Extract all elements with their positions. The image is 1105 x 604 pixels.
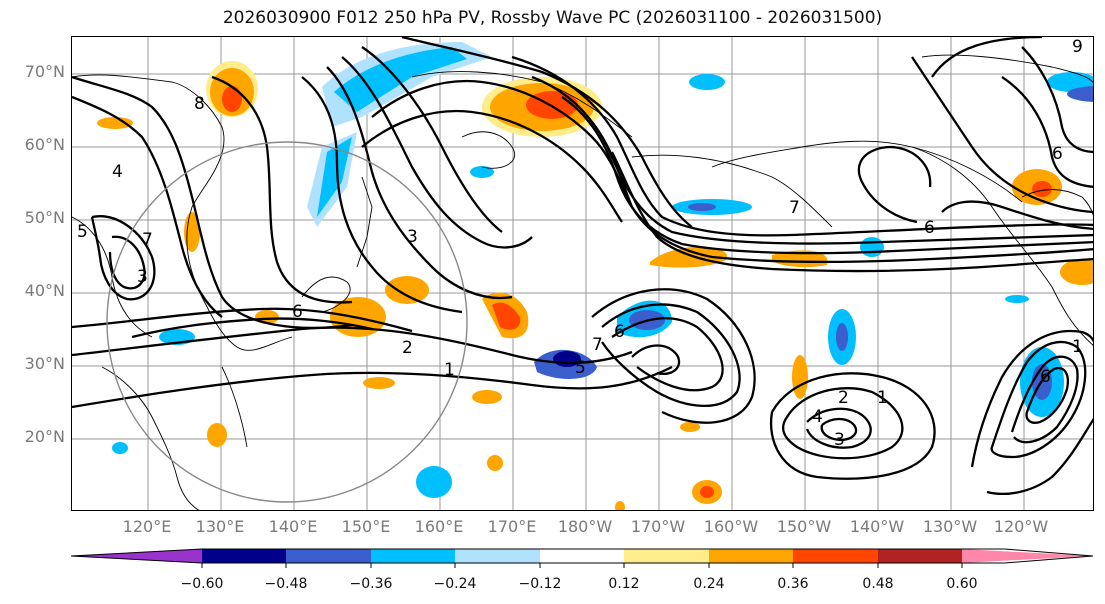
lat-label: 20°N [24,427,65,446]
lon-label: 140°E [268,517,318,536]
colorbar-cell [709,549,793,563]
contour-label: 4 [112,162,123,182]
lat-label: 60°N [24,135,65,154]
colorbar-cell [455,549,540,563]
lon-label: 170°W [630,517,686,536]
colorbar-cell [371,549,455,563]
lat-label: 70°N [24,62,65,81]
lon-label: 120°E [122,517,172,536]
contour-label: 4 [812,407,823,427]
colorbar-tick-label: 0.60 [946,576,978,592]
lon-label: 170°E [487,517,537,536]
colorbar-tick-label: −0.24 [433,576,477,592]
lon-label: 130°E [195,517,245,536]
contour-label: 9 [1072,37,1083,57]
reference-circle [106,141,468,503]
contour-label: 3 [834,430,845,450]
contour-label: 2 [838,388,849,408]
lon-label: 150°W [776,517,832,536]
colorbar-tick-label: 0.24 [693,576,725,592]
colorbar-tick-label: −0.36 [349,576,393,592]
colorbar-outline [70,548,1094,564]
lon-label: 120°W [993,517,1049,536]
pv-map: 8 4 5 7 3 2 1 6 7 6 3 6 9 5 6 7 2 1 4 3 … [72,37,1093,510]
contour-label: 7 [592,335,603,355]
colorbar-cell [540,549,624,563]
lon-label: 160°E [414,517,464,536]
contour-label: 1 [1072,337,1083,357]
colorbar-extend-low [71,549,202,563]
pv-contours [72,37,1093,496]
contour-label: 6 [614,322,625,342]
lat-label: 30°N [24,354,65,373]
contour-label: 8 [194,94,205,114]
colorbar-tick-label: 0.48 [862,576,894,592]
contour-label: 2 [402,338,413,358]
colorbar-tick-label: 0.12 [608,576,640,592]
contour-label: 5 [77,222,88,242]
colorbar-cell [286,549,371,563]
colorbar-cell [202,549,286,563]
lon-label: 180°W [557,517,613,536]
contour-label: 3 [137,267,148,287]
colorbar-tick-label: −0.60 [180,576,224,592]
lat-label: 40°N [24,281,65,300]
colorbar-cell [878,549,962,563]
map-title: 2026030900 F012 250 hPa PV, Rossby Wave … [222,8,883,28]
contour-label: 6 [1040,367,1051,387]
contour-label: 7 [142,230,153,250]
map-panel: 8 4 5 7 3 2 1 6 7 6 3 6 9 5 6 7 2 1 4 3 … [71,36,1094,511]
lat-label: 50°N [24,208,65,227]
contour-label: 5 [575,358,586,378]
contour-label: 7 [789,198,800,218]
contour-label: 6 [924,218,935,238]
colorbar-tick-label: −0.12 [518,576,562,592]
lon-label: 160°W [703,517,759,536]
contour-label: 1 [444,360,455,380]
contour-label-group: 8 4 5 7 3 2 1 6 7 6 3 6 9 5 6 7 2 1 4 3 … [77,37,1083,450]
contour-label: 6 [292,302,303,322]
colorbar-cell [624,549,709,563]
lon-label: 130°W [922,517,978,536]
colorbar-extend-high [962,549,1093,563]
colorbar-tick-label: −0.48 [264,576,308,592]
contour-label: 3 [407,227,418,247]
colorbar-cell [793,549,878,563]
colorbar-tick-label: 0.36 [777,576,809,592]
contour-label: 6 [1052,144,1063,164]
lon-label: 140°W [849,517,905,536]
lon-label: 150°E [341,517,391,536]
contour-label: 1 [877,388,888,408]
